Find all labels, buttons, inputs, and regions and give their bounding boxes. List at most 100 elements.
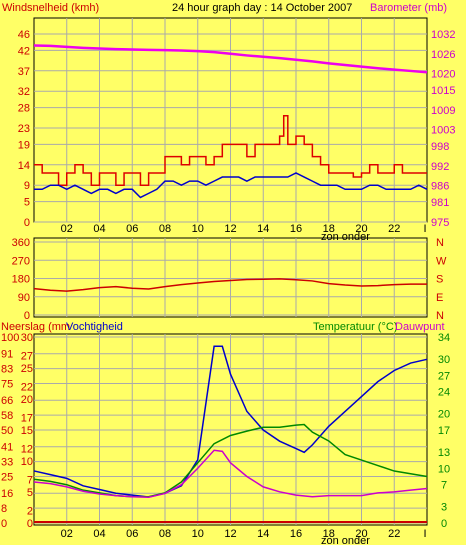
x-tick-label: 18 [323, 528, 335, 540]
x-tick-label: 16 [290, 223, 302, 235]
x-tick-label: 08 [159, 223, 171, 235]
compass-label: S [436, 274, 443, 286]
temperature-y-tick-label: 17 [438, 425, 450, 437]
rain-y-tick-label: 27 [21, 351, 33, 363]
rain-y-tick-label: 0 [27, 518, 33, 530]
barometer-axis-title: Barometer (mb) [370, 2, 447, 14]
humidity-y-tick-label: 83 [1, 364, 13, 376]
series-lines [33, 44, 428, 523]
x-tick-label: 04 [93, 223, 105, 235]
x-tick-label: 10 [192, 223, 204, 235]
rain-y-tick-label: 20 [21, 394, 33, 406]
humidity-axis-title: Vochtigheid [66, 321, 123, 333]
x-end-tick: I [423, 528, 426, 540]
wind-y-tick-label: 32 [18, 86, 30, 98]
humidity-y-tick-label: 100 [1, 332, 19, 344]
rain-y-tick-label: 17 [21, 413, 33, 425]
dewpoint-line [33, 449, 428, 499]
wind-y-tick-label: 5 [24, 197, 30, 209]
humidity-y-tick-label: 41 [1, 442, 13, 454]
barometer-y-tick-label: 1015 [431, 85, 455, 97]
rain-y-tick-label: 15 [21, 425, 33, 437]
x-tick-label: 12 [224, 223, 236, 235]
barometer-y-tick-label: 1020 [431, 69, 455, 81]
x-tick-label: 02 [61, 223, 73, 235]
x-tick-label: 02 [61, 528, 73, 540]
direction-y-tick-label: 0 [24, 310, 30, 322]
humidity-y-tick-label: 25 [1, 472, 13, 484]
wind-direction-line [33, 278, 427, 292]
rain-y-tick-label: 30 [21, 332, 33, 344]
temperature-line [33, 423, 428, 498]
compass-label: E [436, 292, 443, 304]
wind-y-tick-label: 14 [18, 160, 30, 172]
temperature-y-tick-label: 7 [441, 480, 447, 492]
direction-y-tick-label: 270 [12, 255, 30, 267]
wind-y-tick-label: 28 [18, 103, 30, 115]
sunset-label-2: zon onder [321, 535, 370, 545]
temperature-y-tick-label: 13 [438, 447, 450, 459]
rain-y-tick-label: 5 [27, 487, 33, 499]
humidity-y-tick-label: 91 [1, 349, 13, 361]
direction-y-tick-label: 360 [12, 237, 30, 249]
axis-ticks: 0202040406060808101012121414161618182020… [1, 29, 455, 540]
barometer-y-tick-label: 981 [431, 197, 449, 209]
x-tick-label: 20 [355, 223, 367, 235]
x-tick-label: 08 [159, 528, 171, 540]
direction-y-tick-label: 180 [12, 274, 30, 286]
wind-y-tick-label: 0 [24, 217, 30, 229]
wind-average-line [34, 172, 428, 199]
humidity-y-tick-label: 8 [1, 503, 7, 515]
compass-label: N [436, 237, 444, 249]
grid-lines [34, 18, 427, 525]
humidity-line [33, 345, 428, 498]
sunset-label-1: zon onder [321, 231, 370, 243]
humidity-y-tick-label: 0 [1, 518, 7, 530]
compass-label: N [436, 310, 444, 322]
x-end-tick: I [423, 223, 426, 235]
temperature-y-tick-label: 30 [438, 354, 450, 366]
rain-y-tick-label: 2 [27, 506, 33, 518]
wind-y-tick-label: 37 [18, 66, 30, 78]
temperature-y-tick-label: 0 [441, 518, 447, 530]
x-tick-label: 06 [126, 223, 138, 235]
barometer-line [33, 44, 428, 74]
humidity-y-tick-label: 16 [1, 488, 13, 500]
barometer-y-tick-label: 1032 [431, 29, 455, 41]
humidity-y-tick-label: 50 [1, 425, 13, 437]
x-tick-label: 04 [93, 528, 105, 540]
temperature-y-tick-label: 20 [438, 409, 450, 421]
rain-y-tick-label: 12 [21, 444, 33, 456]
temperature-y-tick-label: 3 [441, 502, 447, 514]
barometer-y-tick-label: 998 [431, 141, 449, 153]
barometer-y-tick-label: 992 [431, 161, 449, 173]
rain-y-tick-label: 22 [21, 382, 33, 394]
barometer-y-tick-label: 1026 [431, 49, 455, 61]
compass-label: W [436, 255, 447, 267]
humidity-y-tick-label: 66 [1, 395, 13, 407]
x-tick-label: 20 [355, 528, 367, 540]
wind-y-tick-label: 9 [24, 180, 30, 192]
humidity-y-tick-label: 75 [1, 379, 13, 391]
rain-axis-title: Neerslag (mm [1, 321, 70, 333]
x-tick-label: 22 [388, 528, 400, 540]
x-tick-label: 12 [224, 528, 236, 540]
wind-gust-line [34, 114, 427, 186]
wind-axis-title: Windsnelheid (kmh) [2, 2, 99, 14]
x-tick-label: 16 [290, 528, 302, 540]
rain-y-tick-label: 7 [27, 475, 33, 487]
barometer-y-tick-label: 986 [431, 181, 449, 193]
temperature-axis-title: Temperatuur (°C) [313, 321, 397, 333]
wind-y-tick-label: 23 [18, 123, 30, 135]
direction-y-tick-label: 90 [18, 292, 30, 304]
temperature-y-tick-label: 34 [438, 332, 450, 344]
x-tick-label: 10 [192, 528, 204, 540]
wind-y-tick-label: 19 [18, 139, 30, 151]
wind-y-tick-label: 42 [18, 45, 30, 57]
barometer-y-tick-label: 1003 [431, 125, 455, 137]
temperature-y-tick-label: 24 [438, 387, 450, 399]
x-tick-label: 14 [257, 223, 269, 235]
graph-date-title: 24 hour graph day : 14 October 2007 [172, 2, 352, 14]
